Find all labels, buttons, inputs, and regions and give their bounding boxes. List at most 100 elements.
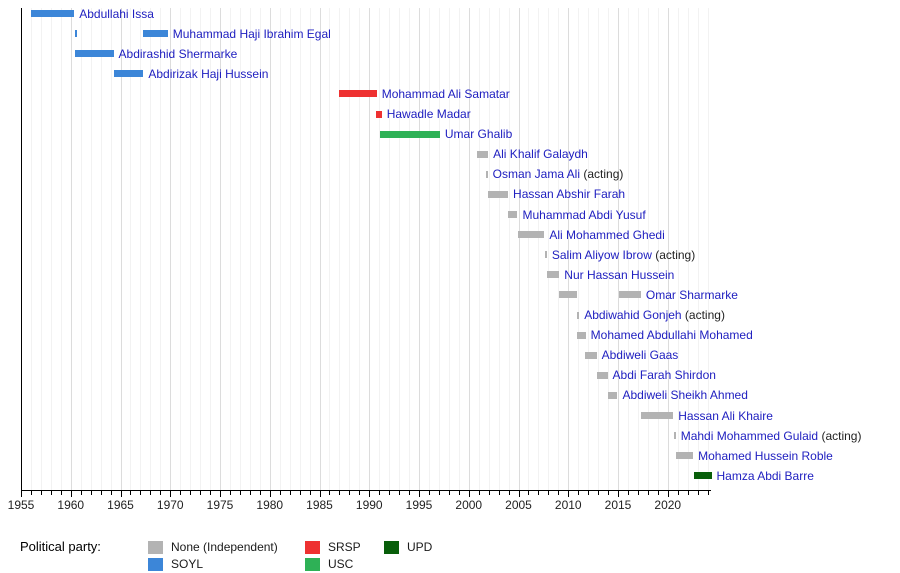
axis-tick xyxy=(558,491,560,495)
person-name-link[interactable]: Abdiwahid Gonjeh xyxy=(584,308,682,322)
person-name-link[interactable]: Abdullahi Issa xyxy=(79,6,154,21)
term-bar xyxy=(618,291,641,299)
year-gridline xyxy=(438,8,440,490)
term-bar xyxy=(485,170,488,178)
year-gridline xyxy=(269,8,271,490)
axis-tick xyxy=(140,491,142,495)
legend-label-srsp: SRSP xyxy=(328,540,361,554)
person-name-link[interactable]: Nur Hassan Hussein xyxy=(564,267,675,282)
person-name-link[interactable]: Abdirizak Haji Hussein xyxy=(148,66,269,81)
axis-tick xyxy=(170,491,172,497)
axis-tick xyxy=(110,491,112,495)
axis-tick xyxy=(239,491,241,495)
year-gridline xyxy=(259,8,261,490)
year-gridline xyxy=(488,8,490,490)
year-gridline xyxy=(478,8,480,490)
person-name-link[interactable]: Abdiweli Gaas xyxy=(601,348,679,363)
year-gridline xyxy=(409,8,411,490)
person-label: Ali Khalif Galaydh xyxy=(493,147,588,161)
year-gridline xyxy=(379,8,381,490)
axis-tick xyxy=(538,491,540,495)
term-bar xyxy=(30,10,75,17)
year-gridline xyxy=(677,8,679,490)
person-label: Umar Ghalib xyxy=(445,127,512,141)
person-name-link[interactable]: Mohamed Hussein Roble xyxy=(698,448,833,463)
term-bar xyxy=(477,150,489,158)
legend-entry-srsp: SRSP xyxy=(305,540,361,554)
axis-tick xyxy=(40,491,42,495)
term-bar xyxy=(640,412,674,419)
person-label: Ali Mohammed Ghedi xyxy=(549,228,664,242)
person-name-link[interactable]: Abdi Farah Shirdon xyxy=(612,368,716,383)
axis-tick xyxy=(667,491,669,497)
person-label: Abdi Farah Shirdon xyxy=(613,368,716,382)
person-name-link[interactable]: Muhammad Abdi Yusuf xyxy=(522,207,646,222)
axis-tick xyxy=(568,491,570,497)
person-label: Mohamed Hussein Roble xyxy=(698,449,833,463)
person-name-link[interactable]: Hawadle Madar xyxy=(386,107,471,121)
term-bar xyxy=(74,50,114,58)
person-name-link[interactable]: Abdiweli Sheikh Ahmed xyxy=(622,388,748,403)
year-gridline xyxy=(687,8,689,490)
year-gridline xyxy=(120,8,122,490)
legend-title: Political party: xyxy=(20,539,101,554)
person-name-link[interactable]: Osman Jama Ali xyxy=(492,167,581,182)
year-gridline xyxy=(657,8,659,490)
axis-tick xyxy=(548,491,550,495)
year-gridline xyxy=(707,8,709,490)
axis-tick xyxy=(468,491,470,497)
person-label: Abdirizak Haji Hussein xyxy=(148,67,268,81)
year-gridline xyxy=(170,8,172,490)
legend-label-usc: USC xyxy=(328,557,354,571)
person-label: Salim Aliyow Ibrow (acting) xyxy=(552,248,695,262)
person-label: Hassan Ali Khaire xyxy=(678,409,773,423)
person-name-link[interactable]: Mohamed Abdullahi Mohamed xyxy=(590,328,753,343)
axis-tick xyxy=(627,491,629,495)
legend-entry-upd: UPD xyxy=(384,540,432,554)
year-gridline xyxy=(90,8,92,490)
person-name-link[interactable]: Mohammad Ali Samatar xyxy=(381,86,510,101)
person-name-link[interactable]: Abdirashid Shermarke xyxy=(118,46,238,61)
year-gridline xyxy=(428,8,430,490)
axis-tick xyxy=(657,491,659,495)
year-gridline xyxy=(618,8,619,490)
year-gridline xyxy=(249,8,251,490)
year-gridline xyxy=(528,8,530,490)
person-name-link[interactable]: Umar Ghalib xyxy=(444,127,513,142)
year-tick-label: 2005 xyxy=(505,498,532,512)
axis-tick xyxy=(220,491,221,497)
year-gridline xyxy=(498,8,500,490)
axis-tick xyxy=(309,491,311,495)
person-label: Osman Jama Ali (acting) xyxy=(493,167,624,181)
axis-tick xyxy=(249,491,251,495)
axis-tick xyxy=(30,491,32,495)
person-name-link[interactable]: Muhammad Haji Ibrahim Egal xyxy=(172,26,331,41)
year-gridline xyxy=(568,8,570,490)
term-bar xyxy=(143,30,168,38)
person-name-link[interactable]: Omar Sharmarke xyxy=(645,287,738,302)
year-gridline xyxy=(140,8,142,490)
year-gridline xyxy=(697,8,699,490)
year-gridline xyxy=(319,8,321,490)
year-gridline xyxy=(588,8,590,490)
year-gridline xyxy=(160,8,162,490)
axis-tick xyxy=(458,491,460,495)
year-gridline xyxy=(468,8,470,490)
person-name-link[interactable]: Ali Mohammed Ghedi xyxy=(549,227,665,242)
person-name-link[interactable]: Hassan Ali Khaire xyxy=(678,408,773,423)
person-name-link[interactable]: Hassan Abshir Farah xyxy=(513,187,626,202)
person-name-link[interactable]: Ali Khalif Galaydh xyxy=(493,147,588,162)
year-tick-label: 1965 xyxy=(107,498,134,512)
axis-tick xyxy=(21,491,22,497)
person-name-link[interactable]: Salim Aliyow Ibrow xyxy=(551,247,652,262)
term-bar xyxy=(596,371,608,379)
term-bar xyxy=(74,30,77,38)
axis-tick xyxy=(60,491,62,495)
person-name-link[interactable]: Mahdi Mohammed Gulaid xyxy=(680,428,819,443)
year-tick-label: 2000 xyxy=(455,498,483,512)
acting-suffix: (acting) xyxy=(818,428,862,443)
person-name-link[interactable]: Hamza Abdi Barre xyxy=(716,468,814,483)
year-gridline xyxy=(110,8,112,490)
term-bar xyxy=(676,452,694,460)
year-gridline xyxy=(578,8,580,490)
